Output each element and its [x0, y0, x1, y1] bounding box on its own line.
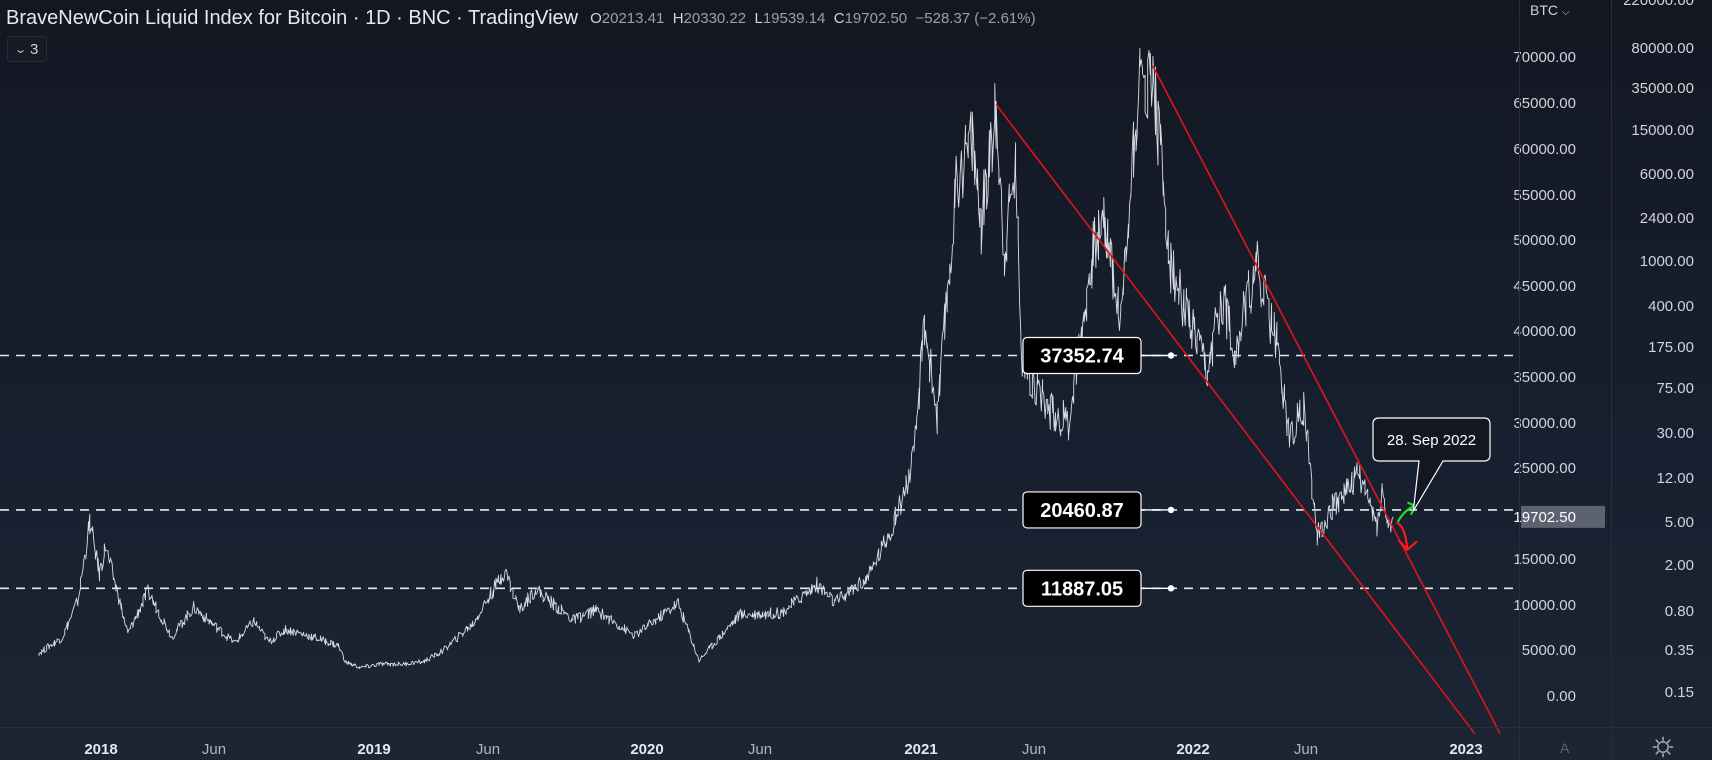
price-tick-label-7: 35000.00 — [1513, 369, 1576, 386]
level-anchor-dot-2 — [1167, 585, 1175, 592]
x-tick-label-6: 2021 — [904, 741, 937, 758]
channel-line-1 — [1152, 65, 1501, 734]
log-tick-label-16: 0.15 — [1665, 684, 1694, 701]
log-tick-label-4: 6000.00 — [1640, 166, 1694, 183]
log-tick-label-12: 5.00 — [1665, 514, 1694, 531]
level-label-text-1: 20460.87 — [1040, 500, 1123, 522]
chevron-down-icon: ⌄ — [13, 43, 27, 56]
price-series-line — [38, 47, 1394, 669]
x-tick-label-10: 2023 — [1449, 741, 1482, 758]
x-tick-label-2: 2019 — [357, 741, 390, 758]
close-key: C — [833, 9, 845, 27]
price-tick-label-8: 30000.00 — [1513, 415, 1576, 432]
log-tick-label-7: 400.00 — [1648, 298, 1694, 315]
level-label-box-2 — [1022, 569, 1142, 607]
high-key: H — [672, 9, 684, 27]
x-tick-label-0: 2018 — [84, 741, 117, 758]
price-tick-label-4: 50000.00 — [1513, 232, 1576, 249]
currency-scale-button[interactable]: BTC ⌵ — [1530, 2, 1569, 18]
x-tick-label-1: Jun — [202, 741, 226, 758]
price-tick-label-9: 25000.00 — [1513, 460, 1576, 477]
price-tick-label-0: 70000.00 — [1513, 49, 1576, 66]
date-callout-box — [1372, 417, 1491, 512]
open-key: O — [590, 9, 602, 27]
log-tick-label-15: 0.35 — [1665, 642, 1694, 659]
chevron-down-icon: ⌵ — [1561, 7, 1570, 18]
price-tick-label-10: 15000.00 — [1513, 551, 1576, 568]
log-tick-label-9: 75.00 — [1656, 380, 1694, 397]
level-label-text-2: 11887.05 — [1041, 578, 1123, 600]
log-tick-label-2: 35000.00 — [1631, 80, 1694, 97]
price-tick-label-6: 40000.00 — [1513, 323, 1576, 340]
last-price-label: 19702.50 — [1513, 509, 1576, 526]
time-axis-divider — [0, 727, 1712, 728]
ohlc-readout: O20213.41 H20330.22 L19539.14 C19702.50 … — [590, 10, 1035, 27]
price-axis-divider — [1519, 0, 1520, 760]
x-tick-label-9: Jun — [1294, 741, 1318, 758]
change-value: −528.37 (−2.61%) — [915, 9, 1036, 27]
log-tick-label-6: 1000.00 — [1640, 253, 1694, 270]
channel-line-0 — [995, 104, 1476, 735]
x-tick-label-8: 2022 — [1176, 741, 1209, 758]
level-anchor-dot-0 — [1167, 352, 1175, 359]
log-tick-label-11: 12.00 — [1656, 470, 1694, 487]
x-tick-label-4: 2020 — [630, 741, 663, 758]
gear-icon[interactable] — [1652, 736, 1674, 758]
price-tick-label-5: 45000.00 — [1513, 278, 1576, 295]
level-anchor-dot-1 — [1167, 506, 1175, 514]
price-tick-label-3: 55000.00 — [1513, 187, 1576, 204]
price-tick-label-1: 65000.00 — [1513, 95, 1576, 112]
log-tick-label-10: 30.00 — [1656, 425, 1694, 442]
log-tick-label-14: 0.80 — [1665, 603, 1694, 620]
low-key: L — [754, 9, 763, 27]
red-arrow-down — [1396, 521, 1418, 551]
log-tick-label-1: 80000.00 — [1631, 40, 1694, 57]
low-value: 19539.14 — [762, 9, 826, 27]
date-callout-text: 28. Sep 2022 — [1387, 432, 1476, 449]
log-tick-label-0: 220000.00 — [1623, 0, 1694, 9]
level-label-box-0 — [1022, 336, 1142, 375]
level-label-text-0: 37352.74 — [1040, 345, 1124, 367]
green-arrow-up — [1397, 501, 1417, 522]
legend-count: 3 — [29, 40, 39, 58]
currency-scale-label: BTC — [1530, 2, 1558, 18]
high-value: 20330.22 — [683, 9, 747, 27]
chart-header: BraveNewCoin Liquid Index for Bitcoin · … — [6, 6, 1036, 30]
log-tick-label-13: 2.00 — [1665, 557, 1694, 574]
open-value: 20213.41 — [601, 9, 665, 27]
x-tick-label-7: Jun — [1022, 741, 1046, 758]
log-tick-label-8: 175.00 — [1648, 339, 1694, 356]
last-price-box — [1521, 505, 1605, 528]
log-tick-label-5: 2400.00 — [1640, 210, 1694, 227]
legend-toggle-button[interactable]: ⌄ 3 — [7, 36, 47, 62]
price-tick-label-11: 10000.00 — [1513, 597, 1576, 614]
x-tick-label-3: Jun — [476, 741, 500, 758]
price-tick-label-13: 0.00 — [1547, 688, 1576, 705]
close-value: 19702.50 — [844, 9, 908, 27]
price-tick-label-2: 60000.00 — [1513, 141, 1576, 158]
chart-title: BraveNewCoin Liquid Index for Bitcoin · … — [6, 6, 579, 29]
auto-scale-button[interactable]: A — [1560, 740, 1570, 756]
x-tick-label-5: Jun — [748, 741, 772, 758]
log-tick-label-3: 15000.00 — [1631, 122, 1694, 139]
price-tick-label-12: 5000.00 — [1522, 642, 1576, 659]
level-label-box-1 — [1022, 491, 1142, 529]
log-axis-divider — [1611, 0, 1612, 760]
